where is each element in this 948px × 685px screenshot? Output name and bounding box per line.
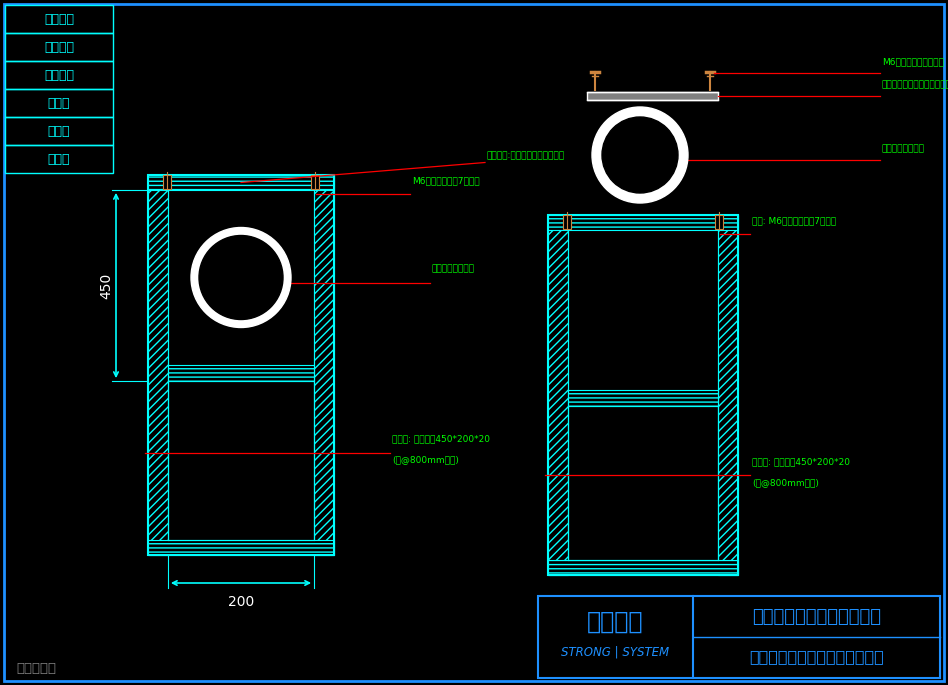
Text: M6不锈锂螺钉电头螺螺: M6不锈锂螺钉电头螺螺 — [882, 57, 944, 66]
Bar — [548, 215, 738, 230]
Bar — [548, 215, 568, 575]
Text: 无无翅缘锂型锂管: 无无翅缘锂型锂管 — [432, 264, 475, 273]
Bar — [168, 381, 314, 540]
Text: 重叠长度:无翅缘锂材料专有技术: 重叠长度:无翅缘锂材料专有技术 — [487, 151, 565, 160]
Bar — [311, 175, 319, 189]
Text: 自制规: 薄型锂板450*200*20: 自制规: 薄型锂板450*200*20 — [752, 458, 850, 466]
Text: 450: 450 — [99, 273, 113, 299]
Bar — [148, 175, 334, 555]
Bar — [538, 596, 940, 678]
Bar — [587, 92, 718, 100]
Text: 西创金属科技（江苏）有限公司: 西创金属科技（江苏）有限公司 — [749, 649, 884, 664]
Bar — [548, 560, 738, 575]
Text: 无无翅缘锂型锂管: 无无翅缘锂型锂管 — [882, 144, 925, 153]
Text: 200: 200 — [228, 595, 254, 609]
Text: 超级防腐: 超级防腐 — [44, 68, 74, 82]
Text: 大跨度: 大跨度 — [47, 97, 70, 110]
Bar — [163, 175, 171, 189]
Circle shape — [592, 107, 688, 203]
Text: M6不锈锂螺钉电7头螺螺: M6不锈锂螺钉电7头螺螺 — [412, 176, 480, 185]
Text: 细细: M6不锈锂螺钉电7头螺螺: 细细: M6不锈锂螺钉电7头螺螺 — [752, 216, 836, 225]
Bar — [5, 5, 113, 33]
Text: 更纤细: 更纤细 — [47, 153, 70, 166]
Circle shape — [199, 236, 283, 319]
Text: (自@800mm间距): (自@800mm间距) — [752, 478, 819, 487]
Bar — [314, 175, 334, 555]
Bar — [718, 215, 738, 575]
Text: 西创系统: 西创系统 — [587, 610, 644, 634]
Circle shape — [191, 227, 291, 327]
Bar — [715, 215, 723, 229]
Text: 安全防火: 安全防火 — [44, 12, 74, 25]
Text: 专利产品！: 专利产品！ — [16, 662, 56, 675]
Text: (自@800mm间距): (自@800mm间距) — [392, 456, 459, 464]
Bar — [148, 540, 334, 555]
Bar — [5, 61, 113, 89]
Text: 大通透: 大通透 — [47, 125, 70, 138]
Circle shape — [602, 117, 678, 193]
Bar — [148, 175, 334, 190]
Text: 环保节能: 环保节能 — [44, 40, 74, 53]
Bar — [168, 365, 314, 381]
Bar — [5, 89, 113, 117]
Text: 自制规: 薄型锂板450*200*20: 自制规: 薄型锂板450*200*20 — [392, 434, 490, 444]
Bar — [5, 117, 113, 145]
Bar — [563, 215, 571, 229]
Bar — [548, 215, 738, 575]
Bar — [568, 390, 718, 406]
Text: 双反力无翅缘锂材料专有螺螺: 双反力无翅缘锂材料专有螺螺 — [882, 80, 948, 89]
Text: 华为：凹型精制锂装饰灯柱: 华为：凹型精制锂装饰灯柱 — [752, 608, 881, 626]
Bar — [148, 175, 168, 555]
Bar — [568, 406, 718, 560]
Bar — [5, 33, 113, 61]
Text: STRONG | SYSTEM: STRONG | SYSTEM — [561, 645, 669, 658]
Bar — [5, 145, 113, 173]
